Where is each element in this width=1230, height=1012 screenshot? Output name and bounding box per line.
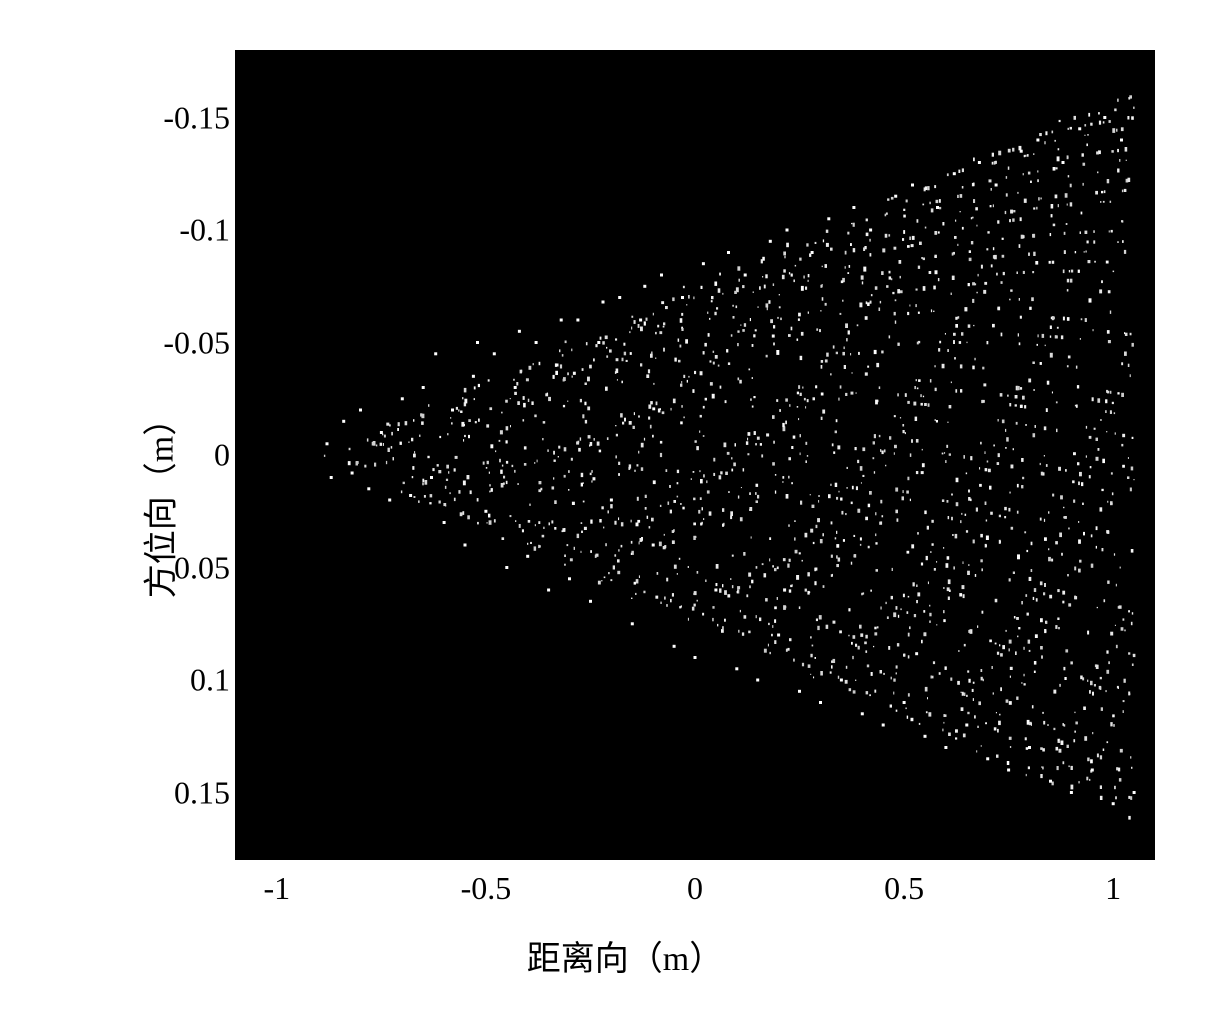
plot-area (235, 50, 1155, 860)
x-tick-label: -0.5 (461, 870, 512, 907)
plot-background (235, 50, 1155, 860)
y-tick-label: -0.05 (110, 324, 230, 361)
x-tick-label: 1 (1105, 870, 1121, 907)
scatter-plot-svg (235, 50, 1155, 860)
y-tick-label: -0.1 (110, 212, 230, 249)
x-axis-label: 距离向（m） (527, 931, 723, 980)
scatter-chart: 方位向（m） -0.15-0.1-0.0500.050.10.15 -1-0.5… (60, 20, 1190, 980)
x-tick-label: 0.5 (884, 870, 924, 907)
y-tick-label: 0.05 (110, 549, 230, 586)
y-tick-label: -0.15 (110, 99, 230, 136)
y-tick-label: 0.1 (110, 662, 230, 699)
x-tick-label: 0 (687, 870, 703, 907)
y-tick-label: 0.15 (110, 774, 230, 811)
y-tick-label: 0 (110, 437, 230, 474)
x-tick-label: -1 (263, 870, 290, 907)
